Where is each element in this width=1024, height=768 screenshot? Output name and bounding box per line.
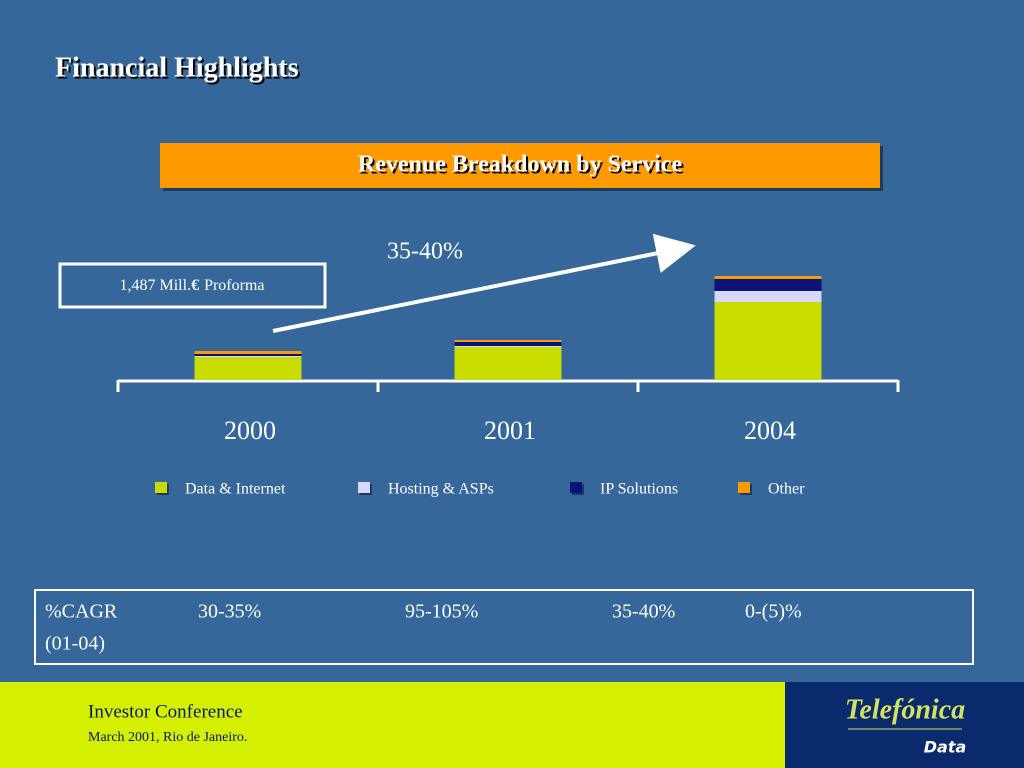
- bar-segment: [714, 291, 822, 302]
- logo-sub: Data: [924, 738, 967, 757]
- legend-swatch: [358, 482, 370, 493]
- growth-annotation: 35-40%: [387, 239, 463, 265]
- growth-arrow: [272, 233, 696, 333]
- bar-segment: [714, 279, 822, 291]
- logo-band: [785, 682, 1024, 768]
- legend-label: Other: [768, 481, 805, 498]
- legend-swatch: [738, 482, 750, 493]
- footer-date: March 2001, Rio de Janeiro.: [88, 730, 247, 745]
- cagr-value: 0-(5)%: [745, 601, 802, 623]
- x-tick-label: 2000: [224, 416, 276, 445]
- cagr-value: 30-35%: [198, 601, 261, 623]
- bar-segment: [194, 351, 302, 354]
- legend-swatch: [570, 482, 582, 493]
- legend-label: Hosting & ASPs: [388, 481, 494, 498]
- bar-segment: [714, 302, 822, 380]
- x-tick-label: 2001: [484, 416, 536, 445]
- bar-segment: [714, 276, 822, 279]
- bar-segment: [194, 356, 302, 357]
- callout: 1,487 Mill.€ Proforma: [120, 277, 265, 294]
- slide-title: Financial Highlights: [55, 52, 299, 83]
- cagr-label: %CAGR: [45, 601, 118, 623]
- bar-segment: [454, 340, 562, 342]
- callout-note: Proforma: [204, 277, 264, 294]
- chart-title: Revenue Breakdown by Service: [358, 152, 683, 178]
- legend-label: Data & Internet: [185, 481, 286, 498]
- cagr-period: (01-04): [45, 633, 105, 655]
- callout-box: [58, 262, 327, 309]
- callout-amount: 1,487 Mill.: [120, 277, 192, 294]
- footer-band: [0, 682, 785, 768]
- callout-currency: €: [191, 277, 199, 294]
- cagr-box: [34, 589, 974, 665]
- bar-segment: [194, 357, 302, 380]
- cagr-value: 95-105%: [405, 601, 478, 623]
- cagr-value: 35-40%: [612, 601, 675, 623]
- bar-segment: [454, 346, 562, 347]
- x-tick-label: 2004: [744, 416, 796, 445]
- bar-segment: [194, 354, 302, 356]
- bar-segment: [454, 342, 562, 346]
- footer-event: Investor Conference: [88, 701, 243, 722]
- banner: [160, 143, 880, 188]
- bar-segment: [454, 347, 562, 380]
- legend-label: IP Solutions: [600, 481, 678, 498]
- logo: Telefónica: [845, 694, 965, 725]
- legend-swatch: [155, 482, 167, 493]
